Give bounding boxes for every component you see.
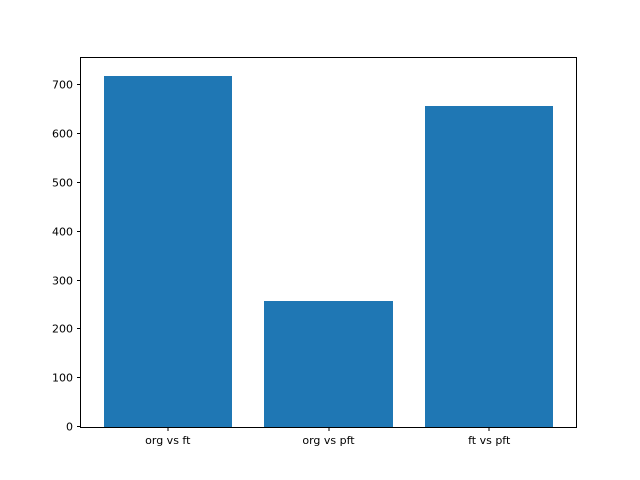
- bar: [264, 300, 393, 427]
- y-tick-label: 500: [52, 176, 73, 190]
- plot-area: 0 100 200 300 400 500 600 700 org vs ft org vs pf…: [52, 57, 577, 446]
- x-tick-mark: [488, 427, 490, 431]
- y-tick-label: 300: [52, 274, 73, 288]
- bar: [103, 75, 233, 427]
- y-tick-mark: [77, 328, 81, 330]
- y-tick-label: 100: [52, 371, 73, 385]
- y-tick-label: 0: [66, 420, 73, 434]
- y-tick-mark: [77, 426, 81, 427]
- y-tick-label: 600: [52, 127, 73, 141]
- y-tick-mark: [77, 181, 81, 183]
- y-tick-mark: [77, 377, 81, 379]
- x-tick-mark: [167, 427, 169, 431]
- y-tick-mark: [77, 84, 81, 86]
- y-tick-label: 700: [52, 78, 73, 92]
- y-tick-label: 400: [52, 225, 73, 239]
- y-tick-mark: [77, 230, 81, 232]
- y-tick-mark: [77, 279, 81, 281]
- y-tick-label: 200: [52, 322, 73, 336]
- x-tick-label: org vs pft: [302, 434, 355, 447]
- x-tick-label: ft vs pft: [468, 434, 511, 447]
- y-tick-mark: [77, 133, 81, 135]
- x-tick-label: org vs ft: [145, 434, 191, 447]
- x-tick-mark: [328, 427, 329, 431]
- bar: [424, 106, 554, 427]
